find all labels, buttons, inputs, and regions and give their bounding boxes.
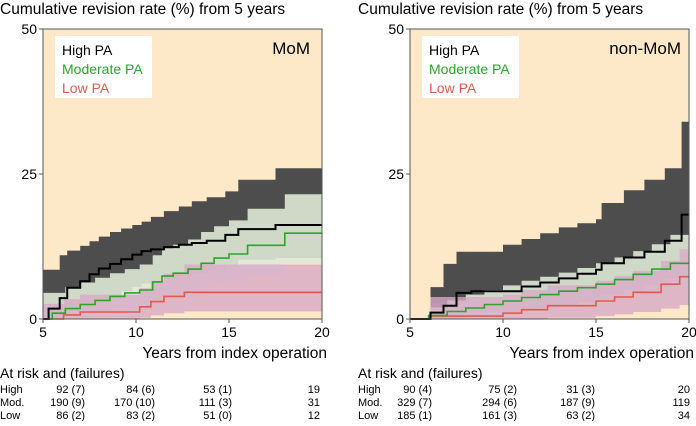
x-tick-label: 10 [128, 324, 144, 340]
risk-row-label: Mod. [358, 397, 382, 409]
risk-cell: 119 [672, 397, 690, 409]
series-line-moderate-pa [410, 262, 689, 320]
risk-cell: 92 (7) [56, 384, 85, 396]
risk-cell: 84 (6) [126, 384, 155, 396]
risk-cell: 63 (2) [566, 410, 595, 421]
x-tick-label: 10 [495, 324, 511, 340]
confidence-bands [410, 121, 689, 319]
risk-row-label: Low [0, 410, 20, 421]
y-tick-label: 0 [396, 311, 404, 327]
group-tag: non-MoM [609, 39, 681, 58]
x-tick-label: 15 [588, 324, 604, 340]
risk-cell: 185 (1) [397, 410, 432, 421]
x-axis-label: Years from index operation [142, 345, 327, 362]
ci-band-low-pa [410, 249, 689, 319]
legend-low: Low PA [62, 80, 110, 96]
risk-cell: 19 [308, 384, 320, 396]
risk-cell: 51 (0) [203, 410, 232, 421]
risk-row-label: High [358, 384, 381, 396]
risk-cell: 86 (2) [56, 410, 85, 421]
series-line-high-pa [410, 213, 689, 320]
risk-cell: 20 [678, 384, 690, 396]
series-line-high-pa [43, 224, 322, 320]
legend-high: High PA [62, 42, 113, 58]
risk-row-label: High [0, 384, 23, 396]
confidence-bands [43, 168, 322, 319]
risk-cell: 187 (9) [560, 397, 595, 409]
risk-header: At risk and (failures) [0, 365, 124, 381]
risk-cell: 161 (3) [482, 410, 517, 421]
x-tick-label: 20 [681, 324, 696, 340]
x-tick-label: 5 [406, 324, 414, 340]
risk-cell: 90 (4) [403, 384, 432, 396]
risk-table: High 90 (4) 75 (2) 31 (3) 20 Mod. 329 (7) 294 (… [358, 384, 690, 422]
legend-high: High PA [429, 42, 480, 58]
legend-low: Low PA [429, 80, 477, 96]
risk-row-label: Low [358, 410, 378, 421]
series-lines [410, 213, 689, 320]
legend-box [422, 36, 519, 98]
risk-cell: 75 (2) [488, 384, 517, 396]
legend-moderate: Moderate PA [62, 61, 143, 77]
risk-cell: 83 (2) [126, 410, 155, 421]
risk-cell: 111 (3) [199, 397, 232, 409]
x-axis-label: Years from index operation [509, 345, 694, 362]
y-tick-label: 50 [388, 21, 404, 37]
risk-cell: 12 [308, 410, 320, 421]
y-tick-label: 50 [21, 21, 37, 37]
y-tick-label: 25 [21, 166, 37, 182]
y-axis: 0 25 50 [21, 21, 43, 327]
x-tick-label: 20 [314, 324, 330, 340]
chart-title: Cumulative revision rate (%) from 5 year… [358, 1, 643, 18]
y-axis: 0 25 50 [388, 21, 410, 327]
y-tick-label: 25 [388, 166, 404, 182]
risk-cell: 190 (9) [50, 397, 85, 409]
series-line-low-pa [410, 275, 689, 320]
group-tag: MoM [272, 39, 310, 58]
legend-moderate: Moderate PA [429, 61, 510, 77]
x-tick-label: 5 [39, 324, 47, 340]
risk-header: At risk and (failures) [358, 365, 482, 381]
y-tick-label: 0 [29, 311, 37, 327]
risk-cell: 34 [678, 410, 690, 421]
chart-title: Cumulative revision rate (%) from 5 year… [0, 1, 285, 18]
risk-cell: 31 [308, 397, 320, 409]
x-axis: 5 10 15 20 [406, 319, 696, 340]
panel-non-mom: Cumulative revision rate (%) from 5 year… [358, 1, 696, 422]
series-line-moderate-pa [43, 232, 322, 320]
ci-band-moderate-pa [43, 194, 322, 319]
risk-row-label: Mod. [0, 397, 24, 409]
risk-cell: 31 (3) [566, 384, 595, 396]
x-axis: 5 10 15 20 [39, 319, 330, 340]
risk-cell: 329 (7) [397, 397, 432, 409]
series-lines [43, 224, 322, 320]
legend-box [55, 36, 152, 98]
ci-band-low-pa [43, 264, 322, 319]
panel-mom: Cumulative revision rate (%) from 5 year… [0, 1, 330, 422]
series-line-low-pa [43, 291, 322, 320]
x-tick-label: 15 [221, 324, 237, 340]
risk-table: High 92 (7) 84 (6) 53 (1) 19 Mod. 190 (9) 170 (… [0, 384, 320, 422]
risk-cell: 170 (10) [114, 397, 155, 409]
risk-cell: 294 (6) [482, 397, 517, 409]
risk-cell: 53 (1) [203, 384, 232, 396]
